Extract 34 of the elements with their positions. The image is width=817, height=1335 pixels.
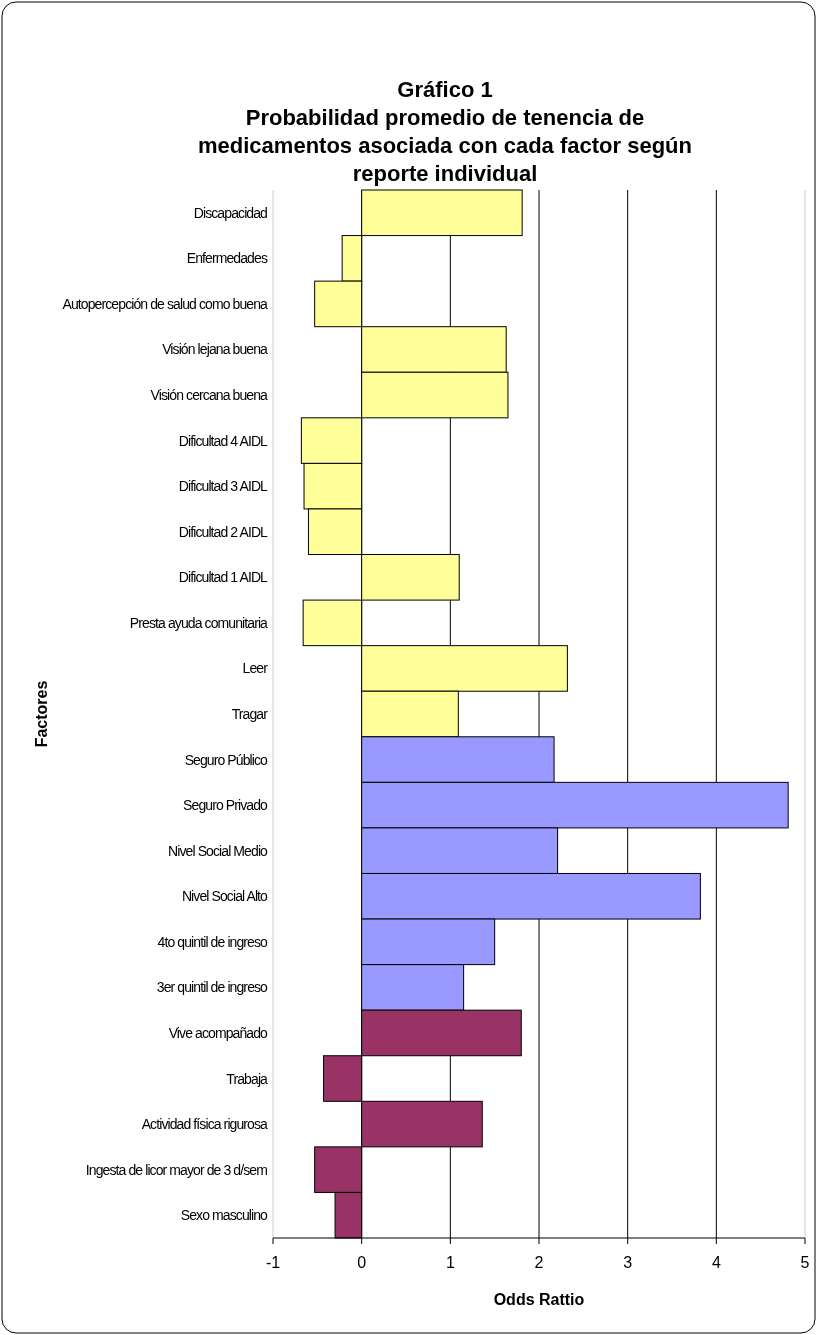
y-tick-label: 3er quintil de ingreso [156,979,269,996]
y-tick-label: Nivel Social Alto [181,888,269,905]
y-tick-label: Actividad física rigurosa [141,1116,269,1133]
y-tick-label: Dificultad 2 AIDL [178,523,269,540]
y-tick-label: Nivel Social Medio [168,842,269,859]
y-tick-label: Discapacidad [193,204,268,221]
y-tick-label: Vive acompañado [168,1024,269,1041]
y-tick-label: Tragar [231,706,269,722]
x-tick-label: 1 [445,1254,455,1271]
x-tick-label: -1 [265,1254,281,1271]
y-tick-label: Visión lejana buena [162,341,269,358]
y-tick-label: Enfermedades [186,250,268,267]
y-tick-label: Autopercepción de salud como buena [62,295,269,312]
y-tick-label: Sexo masculino [180,1207,269,1224]
y-tick-label: 4to quintil de ingreso [157,933,269,950]
y-tick-label: Visión cercana buena [150,387,269,404]
y-tick-label: Seguro Público [184,751,269,768]
y-axis-title: Factores [33,680,50,748]
x-axis-title: Odds Rattio [493,1291,585,1308]
y-tick-label: Seguro Privado [183,797,269,814]
y-tick-label: Trabaja [226,1070,269,1087]
x-tick-label: 4 [711,1254,721,1271]
y-tick-label: Dificultad 1 AIDL [178,569,269,586]
x-tick-label: 3 [623,1254,633,1271]
y-tick-label: Dificultad 3 AIDL [178,478,269,495]
chart-subtitle: Probabilidad promedio de tenencia de medicamentos asociada con cada factor según reporte individual [198,105,692,186]
x-tick-label: 5 [800,1254,810,1271]
y-tick-label: Ingesta de licor mayor de 3 d/sem [85,1161,268,1178]
x-tick-label: 2 [534,1254,544,1271]
y-tick-label: Dificultad 4 AIDL [178,432,269,449]
x-tick-label: 0 [357,1254,367,1271]
y-tick-label: Presta ayuda comunitaria [129,614,269,631]
y-tick-label: Leer [242,660,269,677]
chart-title: Gráfico 1 [397,77,493,102]
